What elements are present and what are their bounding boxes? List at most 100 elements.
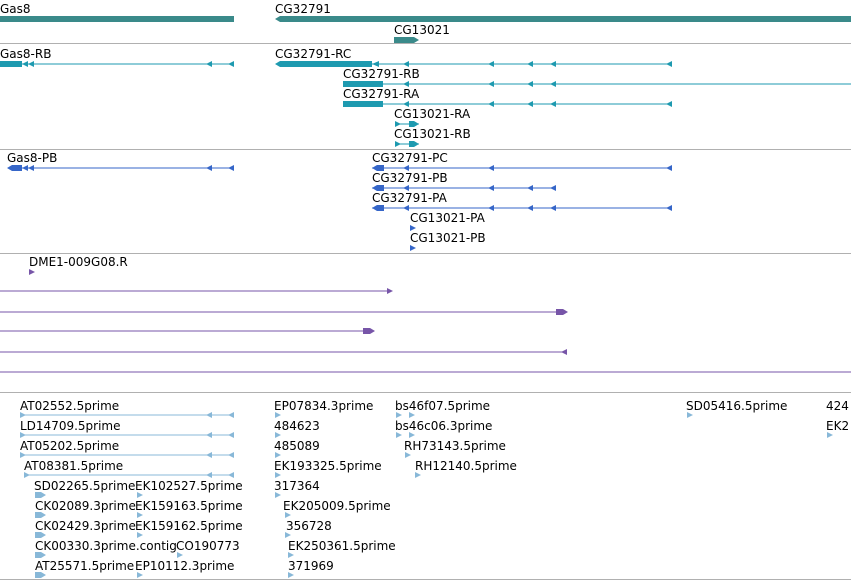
alignment-line-2[interactable] (0, 309, 568, 315)
transcript-cg32791-ra[interactable] (343, 101, 672, 107)
transcript-cg13021-rb[interactable] (395, 141, 419, 147)
transcript-label-cg32791-rc[interactable]: CG32791-RC (275, 47, 352, 61)
est-label[interactable]: CK00330.3prime.contig (35, 539, 177, 553)
gene-label-cg13021[interactable]: CG13021 (394, 23, 450, 37)
protein-label-cg32791-pa[interactable]: CG32791-PA (372, 191, 447, 205)
probe-label-dme1-009g08-r[interactable]: DME1-009G08.R (29, 255, 128, 269)
est-glyph-ek159162[interactable] (137, 532, 143, 538)
est-label[interactable]: SD02265.5prime (34, 479, 136, 493)
alignment-line-4[interactable] (0, 349, 567, 355)
est-label[interactable]: 424 (826, 399, 849, 413)
est-glyph-317364[interactable] (275, 492, 281, 498)
est-glyph-at02552[interactable] (20, 412, 234, 418)
est-glyph-ep07834[interactable] (275, 412, 281, 418)
transcript-cg32791-rc[interactable] (275, 61, 672, 67)
est-glyph-356728[interactable] (285, 532, 291, 538)
protein-label-gas8-pb[interactable]: Gas8-PB (7, 151, 58, 165)
est-glyph-ek2[interactable] (827, 432, 833, 438)
est-glyph-ck02429[interactable] (35, 532, 46, 538)
gene-bar-gas8[interactable] (0, 16, 234, 22)
gene-label-cg32791[interactable]: CG32791 (275, 2, 331, 16)
est-label[interactable]: EK159163.5prime (135, 499, 243, 513)
est-glyph-ek250361[interactable] (288, 552, 294, 558)
protein-label-cg13021-pb[interactable]: CG13021-PB (410, 231, 486, 245)
est-label[interactable]: 317364 (274, 479, 320, 493)
est-label[interactable]: 484623 (274, 419, 320, 433)
est-label[interactable]: EK193325.5prime (274, 459, 382, 473)
protein-cg32791-pb[interactable] (372, 185, 556, 191)
est-label[interactable]: CO190773 (176, 539, 240, 553)
est-glyph-ek193325[interactable] (275, 472, 281, 478)
est-glyph-bs46c06[interactable] (396, 432, 415, 438)
protein-gas8-pb[interactable] (7, 165, 234, 171)
protein-label-cg32791-pb[interactable]: CG32791-PB (372, 171, 448, 185)
protein-cg32791-pc[interactable] (372, 165, 672, 171)
protein-cg13021-pb[interactable] (410, 245, 416, 251)
est-label[interactable]: EP10112.3prime (135, 559, 235, 573)
est-label[interactable]: AT08381.5prime (24, 459, 124, 473)
track-separator (0, 579, 851, 580)
est-label[interactable]: SD05416.5prime (686, 399, 788, 413)
transcript-label-cg32791-rb[interactable]: CG32791-RB (343, 67, 420, 81)
est-glyph-371969[interactable] (288, 572, 294, 578)
est-label[interactable]: CK02089.3prime (35, 499, 136, 513)
est-label[interactable]: RH73143.5prime (404, 439, 506, 453)
est-glyph-484623[interactable] (275, 432, 281, 438)
est-glyph-rh73143[interactable] (405, 452, 411, 458)
est-glyph-at05202[interactable] (20, 452, 234, 458)
est-label[interactable]: EK102527.5prime (135, 479, 243, 493)
probe-dme1-009g08-r[interactable] (29, 269, 35, 275)
transcript-gas8-rb[interactable] (0, 61, 234, 67)
est-glyph-co190773[interactable] (177, 552, 183, 558)
alignment-line-3[interactable] (0, 328, 375, 334)
transcript-label-gas8-rb[interactable]: Gas8-RB (0, 47, 52, 61)
est-label[interactable]: AT05202.5prime (20, 439, 120, 453)
est-glyph-ld14709[interactable] (20, 432, 234, 438)
est-label[interactable]: EK250361.5prime (288, 539, 396, 553)
est-label[interactable]: AT02552.5prime (20, 399, 120, 413)
est-label[interactable]: RH12140.5prime (415, 459, 517, 473)
est-glyph-ck00330[interactable] (35, 552, 46, 558)
est-glyph-ek102527[interactable] (137, 492, 143, 498)
transcript-cg32791-rb[interactable] (343, 81, 851, 87)
est-glyph-rh12140[interactable] (415, 472, 421, 478)
est-label[interactable]: EK205009.5prime (283, 499, 391, 513)
est-glyph-ck02089[interactable] (35, 512, 46, 518)
est-glyph-at25571[interactable] (35, 572, 46, 578)
est-label[interactable]: EP07834.3prime (274, 399, 374, 413)
est-glyph-ek159163[interactable] (137, 512, 143, 518)
est-label[interactable]: 356728 (286, 519, 332, 533)
track-separator (0, 253, 851, 254)
transcript-cg13021-ra[interactable] (395, 121, 419, 127)
transcript-label-cg13021-rb[interactable]: CG13021-RB (394, 127, 471, 141)
protein-label-cg32791-pc[interactable]: CG32791-PC (372, 151, 448, 165)
gene-label-gas8[interactable]: Gas8 (0, 2, 31, 16)
transcript-label-cg32791-ra[interactable]: CG32791-RA (343, 87, 420, 101)
est-glyph-485089[interactable] (275, 452, 281, 458)
est-glyph-ek205009[interactable] (285, 512, 291, 518)
gene-bar-cg32791[interactable] (275, 16, 851, 22)
est-label[interactable]: CK02429.3prime (35, 519, 136, 533)
gene-bar-cg13021[interactable] (394, 37, 419, 43)
est-glyph-sd05416[interactable] (687, 412, 693, 418)
protein-label-cg13021-pa[interactable]: CG13021-PA (410, 211, 485, 225)
alignment-line-1[interactable] (0, 288, 393, 294)
est-glyphs (20, 412, 833, 578)
est-label[interactable]: bs46c06.3prime (395, 419, 493, 433)
est-glyph-at08381[interactable] (24, 472, 234, 478)
est-label[interactable]: 371969 (288, 559, 334, 573)
est-label[interactable]: EK2 (826, 419, 850, 433)
est-label[interactable]: EK159162.5prime (135, 519, 243, 533)
est-label[interactable]: AT25571.5prime (35, 559, 135, 573)
est-glyph-ep10112[interactable] (137, 572, 143, 578)
est-glyph-bs46f07[interactable] (396, 412, 415, 418)
est-label[interactable]: bs46f07.5prime (395, 399, 491, 413)
est-label[interactable]: 485089 (274, 439, 320, 453)
est-label[interactable]: LD14709.5prime (20, 419, 121, 433)
transcript-label-cg13021-ra[interactable]: CG13021-RA (394, 107, 471, 121)
protein-cg32791-pa[interactable] (372, 205, 672, 211)
protein-cg13021-pa[interactable] (410, 225, 416, 231)
est-glyph-sd02265[interactable] (35, 492, 46, 498)
